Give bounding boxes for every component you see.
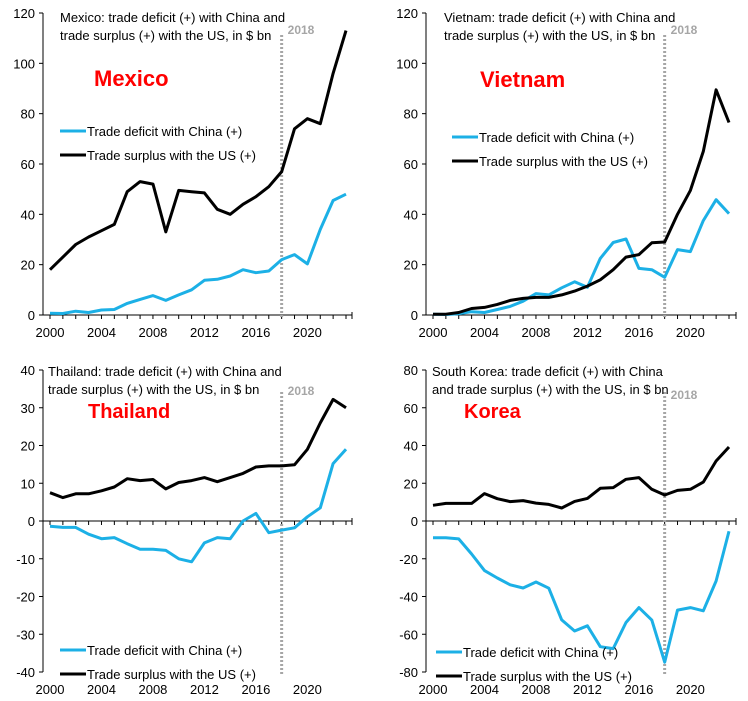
chart-title-line: South Korea: trade deficit (+) with Chin…	[432, 364, 664, 379]
chart-panel-vietnam: 0 20 40 60 80 100 120 2000 2004 2008 2012 2016 2020 2…	[396, 6, 737, 340]
y-tick-label: -40	[16, 665, 35, 680]
y-tick-label: 20	[404, 258, 418, 273]
y-tick-label: 60	[404, 157, 418, 172]
y-tick-label: 40	[21, 207, 35, 222]
legend-label-china-deficit: Trade deficit with China (+)	[479, 130, 634, 145]
x-tick-label: 2008	[521, 325, 550, 340]
chart-panel-korea: -80 -60 -40 -20 0 20 40 60 80 2000 2004 2008 2012 201…	[399, 363, 737, 697]
y-tick-label: 20	[21, 439, 35, 454]
y-tick-label: -20	[16, 590, 35, 605]
series-line-china-deficit	[433, 530, 731, 664]
chart-title-line: and trade surplus (+) with the US, in $ …	[432, 382, 669, 397]
y-tick-label: 0	[411, 308, 418, 323]
marker-label-2018: 2018	[288, 23, 315, 37]
y-tick-label: 120	[13, 6, 35, 21]
chart-title-line: Thailand: trade deficit (+) with China a…	[48, 364, 282, 379]
legend-label-us-surplus: Trade surplus with the US (+)	[87, 667, 256, 682]
series-line-us-surplus	[48, 30, 348, 271]
y-tick-label: -40	[399, 590, 418, 605]
x-tick-label: 2012	[190, 325, 219, 340]
chart-title-line: trade surplus (+) with the US, in $ bn	[60, 28, 271, 43]
country-label: Thailand	[88, 401, 170, 423]
legend-label-us-surplus: Trade surplus with the US (+)	[87, 148, 256, 163]
x-tick-label: 2004	[470, 682, 499, 697]
y-tick-label: -80	[399, 665, 418, 680]
y-tick-label: 30	[21, 401, 35, 416]
y-tick-label: 80	[404, 107, 418, 122]
legend-label-china-deficit: Trade deficit with China (+)	[463, 645, 618, 660]
y-tick-label: 20	[21, 258, 35, 273]
legend-label-us-surplus: Trade surplus with the US (+)	[463, 669, 632, 684]
y-tick-label: 40	[21, 363, 35, 378]
x-tick-label: 2012	[573, 682, 602, 697]
y-tick-label: -30	[16, 627, 35, 642]
legend-label-china-deficit: Trade deficit with China (+)	[87, 124, 242, 139]
x-tick-label: 2008	[521, 682, 550, 697]
y-tick-label: 0	[411, 514, 418, 529]
country-label: Korea	[464, 401, 522, 423]
series-line-china-deficit	[49, 192, 347, 315]
y-tick-label: 0	[28, 308, 35, 323]
y-tick-label: -60	[399, 627, 418, 642]
y-tick-label: 0	[28, 514, 35, 529]
x-tick-label: 2000	[419, 682, 448, 697]
chart-panel-thailand: -40 -30 -20 -10 0 10 20 30 40 2000 2004 2008 2012 201…	[16, 363, 353, 697]
y-tick-label: 100	[13, 56, 35, 71]
y-tick-label: 60	[21, 157, 35, 172]
x-tick-label: 2012	[573, 325, 602, 340]
y-tick-label: 60	[404, 401, 418, 416]
series-line-us-surplus	[433, 88, 731, 316]
y-tick-label: -10	[16, 552, 35, 567]
country-label: Vietnam	[480, 67, 565, 92]
y-tick-label: 40	[404, 207, 418, 222]
series-line-us-surplus	[432, 445, 731, 510]
legend-label-us-surplus: Trade surplus with the US (+)	[479, 154, 648, 169]
x-tick-label: 2016	[241, 325, 270, 340]
chart-panel-mexico: 0 20 40 60 80 100 120 2000 2004 2008 2012 2016 2020 2…	[13, 6, 353, 340]
y-tick-label: 120	[396, 6, 418, 21]
series-line-china-deficit	[49, 448, 348, 564]
y-tick-label: 20	[404, 476, 418, 491]
legend-label-china-deficit: Trade deficit with China (+)	[87, 643, 242, 658]
chart-title-line: trade surplus (+) with the US, in $ bn	[48, 382, 259, 397]
chart-title-line: trade surplus (+) with the US, in $ bn	[444, 28, 655, 43]
x-tick-label: 2020	[293, 682, 322, 697]
marker-label-2018: 2018	[288, 384, 315, 398]
x-tick-label: 2000	[36, 325, 65, 340]
marker-label-2018: 2018	[671, 23, 698, 37]
y-tick-label: 80	[21, 107, 35, 122]
y-tick-label: 100	[396, 56, 418, 71]
x-tick-label: 2000	[36, 682, 65, 697]
y-tick-label: 80	[404, 363, 418, 378]
chart-title-line: Mexico: trade deficit (+) with China and	[60, 10, 285, 25]
x-tick-label: 2008	[138, 682, 167, 697]
series-line-us-surplus	[49, 397, 347, 500]
chart-title-line: Vietnam: trade deficit (+) with China an…	[444, 10, 675, 25]
x-tick-label: 2020	[676, 682, 705, 697]
x-tick-label: 2016	[624, 682, 653, 697]
x-tick-label: 2004	[470, 325, 499, 340]
y-tick-label: 40	[404, 439, 418, 454]
x-tick-label: 2020	[676, 325, 705, 340]
x-tick-label: 2016	[241, 682, 270, 697]
country-label: Mexico	[94, 66, 169, 91]
y-tick-label: -20	[399, 552, 418, 567]
x-tick-label: 2016	[624, 325, 653, 340]
marker-label-2018: 2018	[671, 388, 698, 402]
x-tick-label: 2000	[419, 325, 448, 340]
y-tick-label: 10	[21, 476, 35, 491]
x-tick-label: 2004	[87, 682, 116, 697]
x-tick-label: 2004	[87, 325, 116, 340]
x-tick-label: 2012	[190, 682, 219, 697]
x-tick-label: 2020	[293, 325, 322, 340]
series-line-china-deficit	[432, 198, 731, 316]
x-tick-label: 2008	[138, 325, 167, 340]
